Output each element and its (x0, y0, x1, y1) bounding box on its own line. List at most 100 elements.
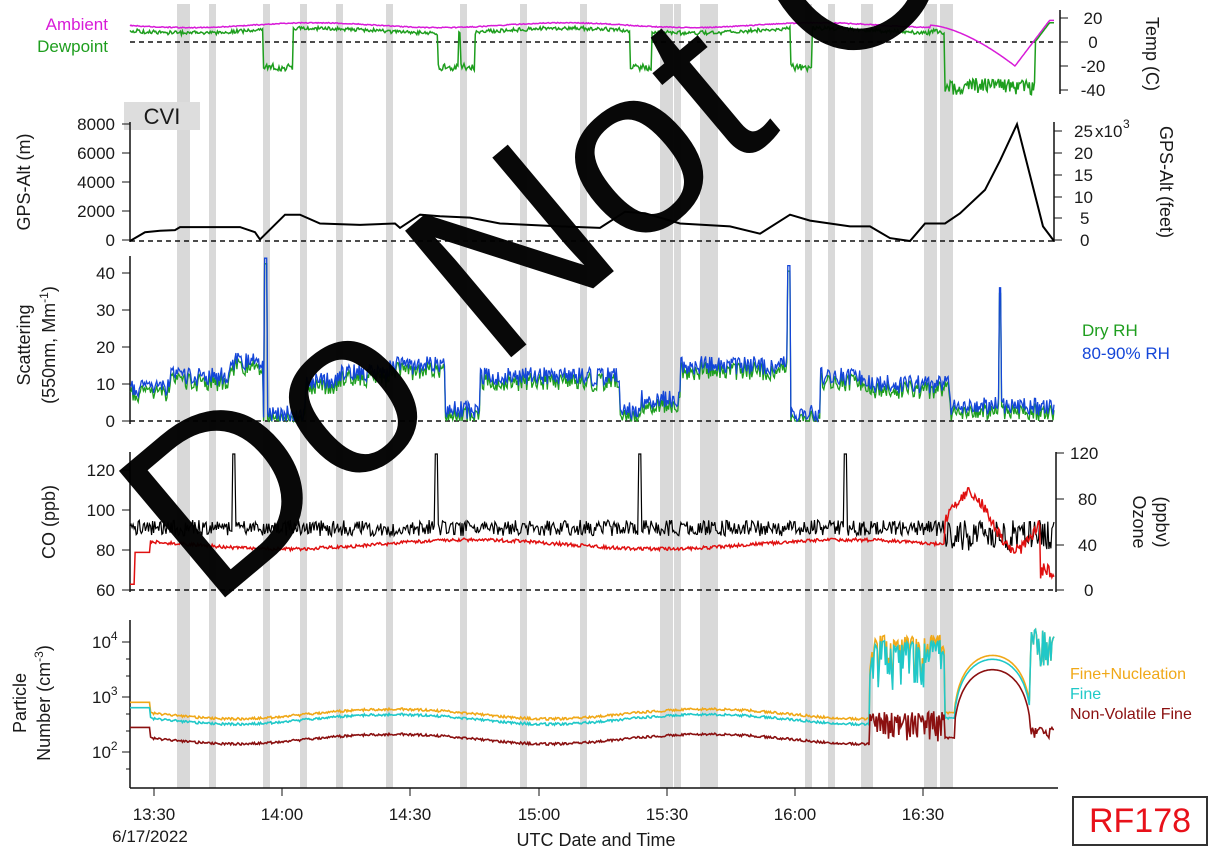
cloud-band (706, 4, 713, 788)
scat-ticks: 40 30 20 10 0 (96, 264, 130, 431)
x-axis-ticks: 13:30 14:00 14:30 15:00 15:30 16:00 16:3… (112, 788, 944, 850)
alt-right-ticks: 25 x10 3 20 15 10 5 0 (1054, 117, 1130, 250)
scat-axis-label-sup: -1 (37, 292, 51, 303)
cloud-band (861, 4, 868, 788)
x-tick-label: 16:30 (902, 805, 945, 824)
ozone-tick-label: 0 (1084, 581, 1093, 600)
legend-fine: Fine (1070, 686, 1101, 703)
cloud-band (700, 4, 707, 788)
alt-right-axis-label: GPS-Alt (feet) (1156, 126, 1176, 238)
cloud-band (580, 4, 587, 788)
series-line-gps-alt (129, 121, 1055, 243)
temp-axis-label: Temp (C) (1142, 17, 1162, 91)
alt-left-axis-label: GPS-Alt (m) (14, 134, 34, 231)
legend-fine-nucleation: Fine+Nucleation (1070, 666, 1186, 683)
scat-axis-label-1: Scattering (14, 304, 34, 385)
x-tick-label: 14:00 (261, 805, 304, 824)
scat-tick-label: 40 (96, 264, 115, 283)
particle-tick-exp: 2 (111, 739, 118, 753)
series-line-dewpoint (129, 22, 1054, 96)
ozone-tick-label: 80 (1078, 490, 1097, 509)
alt-tick-label: 8000 (77, 115, 115, 134)
series-line-non-volatile-fine (130, 668, 1054, 747)
cvi-label: CVI (144, 104, 181, 129)
legend-dewpoint: Dewpoint (37, 37, 108, 56)
x-axis-label: UTC Date and Time (516, 830, 675, 850)
particle-axis-label-2a: Number (cm (34, 662, 54, 761)
alt-tick-label: 0 (106, 231, 115, 250)
scat-tick-label: 0 (106, 412, 115, 431)
particle-tick-exp: 4 (111, 629, 118, 643)
cloud-band (263, 4, 270, 788)
x-tick-label: 16:00 (774, 805, 817, 824)
temp-ticks: 20 0 -20 -40 (1060, 9, 1105, 100)
cloud-band (924, 4, 931, 788)
cloud-band (336, 4, 343, 788)
co-tick-label: 100 (87, 501, 115, 520)
cloud-band (300, 4, 307, 788)
temp-tick-label: 0 (1088, 33, 1097, 52)
legend-ambient: Ambient (46, 15, 109, 34)
legend-dry-rh: Dry RH (1082, 321, 1138, 340)
scat-axis-label-close: ) (39, 286, 59, 292)
co-tick-label: 60 (96, 581, 115, 600)
x-tick-label: 14:30 (389, 805, 432, 824)
series-line-80-90-rh (129, 257, 1055, 423)
particle-tick-label: 104 (92, 629, 118, 652)
particle-tick-base: 10 (92, 688, 111, 707)
panel-altitude: 8000 6000 4000 2000 0 25 x10 3 20 15 10 … (14, 115, 1176, 250)
particle-tick-exp: 3 (111, 684, 118, 698)
cloud-band (209, 4, 216, 788)
particle-tick-base: 10 (92, 743, 111, 762)
cloud-band (828, 4, 835, 788)
scat-axis-label-2a: (550nm, Mm (39, 303, 59, 404)
x-tick-label: 15:00 (518, 805, 561, 824)
series-line-ambient (129, 19, 1054, 68)
x-tick-label: 15:30 (646, 805, 689, 824)
cloud-band (674, 4, 681, 788)
panel-temperature: CVI Ambient Dewpoint 20 0 -20 -40 Temp (… (37, 9, 1162, 130)
particle-ticks: 104 103 102 (92, 629, 130, 770)
ozone-ticks: 120 80 40 0 (1056, 444, 1098, 600)
legend-non-volatile-fine: Non-Volatile Fine (1070, 706, 1192, 723)
ozone-axis-label-2: (ppbv) (1152, 496, 1172, 547)
cloud-band (711, 4, 718, 788)
legend-80-90-rh: 80-90% RH (1082, 344, 1170, 363)
ozone-tick-label: 120 (1070, 444, 1098, 463)
alt-ft-tick-label: 10 (1074, 188, 1093, 207)
cloud-band (520, 4, 527, 788)
cloud-band (460, 4, 467, 788)
ozone-axis-label-1: Ozone (1129, 495, 1149, 548)
x-tick-label: 13:30 (133, 805, 176, 824)
alt-left-ticks: 8000 6000 4000 2000 0 (77, 115, 130, 250)
cloud-band (183, 4, 190, 788)
cloud-band (866, 4, 873, 788)
particle-tick-base: 10 (92, 633, 111, 652)
scat-tick-label: 10 (96, 375, 115, 394)
alt-ft-tick-label: 5 (1080, 209, 1089, 228)
alt-ft-exponent: 3 (1123, 117, 1130, 131)
series-line-co (129, 453, 1055, 553)
alt-tick-label: 4000 (77, 173, 115, 192)
alt-ft-multiplier: x10 (1095, 122, 1122, 141)
cloud-band (177, 4, 184, 788)
particle-tick-label: 102 (92, 739, 118, 762)
co-axis-label: CO (ppb) (39, 485, 59, 559)
panel-scattering: 40 30 20 10 0 Scattering (550nm, Mm-1) D… (14, 256, 1170, 431)
cvi-label-box (124, 102, 200, 130)
alt-tick-label: 2000 (77, 202, 115, 221)
flight-id-badge: RF178 (1072, 796, 1208, 846)
scat-tick-label: 20 (96, 338, 115, 357)
co-ticks: 120 100 80 60 (87, 461, 130, 600)
series-line-ozone (130, 486, 1055, 586)
alt-ft-tick-label: 25 (1074, 122, 1093, 141)
alt-ft-tick-label: 15 (1074, 166, 1093, 185)
temp-tick-label: 20 (1084, 9, 1103, 28)
x-date-label: 6/17/2022 (112, 827, 188, 846)
particle-axis-label-sup: -3 (32, 651, 46, 662)
cloud-band (386, 4, 393, 788)
alt-ft-tick-label: 20 (1074, 144, 1093, 163)
scat-tick-label: 30 (96, 301, 115, 320)
panel-particles: 104 103 102 Particle Number (cm-3) Fine+… (10, 620, 1192, 789)
cloud-band (940, 4, 947, 788)
